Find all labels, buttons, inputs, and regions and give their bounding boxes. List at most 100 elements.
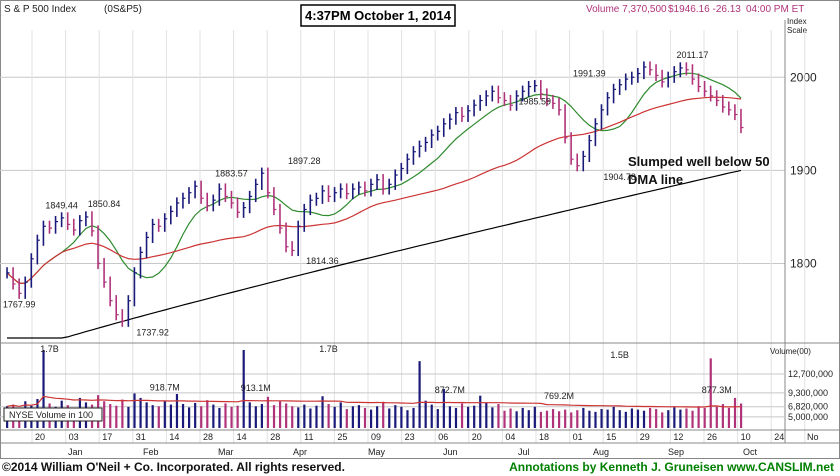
- price-bar: [267, 167, 271, 199]
- volume-legend: NYSE Volume in 100: [9, 410, 93, 420]
- volume-bar: [685, 408, 688, 428]
- x-day-label: 28: [203, 432, 213, 442]
- price-bar: [133, 267, 137, 307]
- price-bar: [509, 94, 513, 111]
- price-bar: [42, 220, 46, 246]
- volume-bar: [454, 407, 458, 428]
- price-bar: [182, 192, 186, 209]
- volume-bar: [485, 402, 488, 428]
- x-day-label: 04: [505, 432, 515, 442]
- volume-bar: [588, 410, 591, 428]
- price-annotation: 1883.57: [215, 169, 248, 179]
- x-day-label: 18: [539, 432, 549, 442]
- x-month-label: May: [368, 447, 386, 457]
- volume-bar: [618, 410, 621, 428]
- volume-tick-label: 9,300,000: [788, 388, 828, 398]
- price-bar: [388, 178, 392, 195]
- price-bar: [412, 146, 416, 165]
- volume-bar: [636, 409, 640, 428]
- price-bar: [394, 169, 398, 190]
- volume-bar: [163, 401, 166, 428]
- price-bar: [461, 107, 465, 122]
- price-bar: [224, 183, 228, 203]
- volume-bar: [400, 406, 403, 428]
- volume-bar: [503, 410, 506, 428]
- x-day-label: 28: [270, 432, 280, 442]
- volume-annotation: 872.7M: [435, 385, 465, 395]
- price-bar: [406, 153, 410, 175]
- x-month-label: Oct: [743, 447, 758, 457]
- volume-bar: [266, 396, 270, 428]
- volume-bar: [727, 407, 731, 428]
- volume-annotation: 913.1M: [241, 383, 271, 393]
- price-bar: [109, 276, 113, 307]
- volume-bar: [479, 395, 482, 428]
- x-day-label: 10: [741, 432, 751, 442]
- price-bar: [60, 212, 65, 228]
- price-bar: [351, 183, 356, 200]
- price-bar: [570, 132, 574, 165]
- price-bar: [376, 174, 380, 190]
- volume-bar: [697, 406, 700, 428]
- price-bar: [279, 203, 283, 234]
- volume-bar: [206, 400, 209, 428]
- price-bar: [345, 183, 350, 200]
- price-bar: [309, 194, 313, 216]
- price-bar: [600, 104, 604, 130]
- volume-bar: [42, 350, 45, 428]
- x-day-label: 12: [673, 432, 683, 442]
- copyright: ©2014 William O'Neil + Co. Incorporated.…: [2, 460, 345, 474]
- price-bar: [540, 80, 544, 100]
- volume-bar: [430, 404, 433, 428]
- x-month-label: Apr: [293, 447, 307, 457]
- price-bar: [691, 64, 695, 85]
- price-bar: [430, 129, 435, 149]
- volume-bar: [497, 404, 500, 428]
- footer: ©2014 William O'Neil + Co. Incorporated.…: [0, 458, 840, 476]
- volume-bar: [709, 358, 712, 428]
- price-bar: [18, 278, 22, 299]
- price-bar: [218, 183, 222, 206]
- volume-bar: [424, 400, 427, 428]
- x-month-label: Aug: [593, 447, 609, 457]
- price-bar: [485, 90, 489, 107]
- x-month-label: Jul: [518, 447, 530, 457]
- x-day-label: 14: [169, 432, 179, 442]
- volume-annotation: 769.2M: [544, 391, 574, 401]
- volume-bar: [351, 406, 354, 428]
- x-day-label: 14: [237, 432, 247, 442]
- price-bar: [630, 71, 635, 85]
- price-bar: [467, 105, 471, 122]
- price-bar: [230, 190, 234, 209]
- price-bar: [473, 99, 477, 117]
- price-bar: [576, 153, 580, 172]
- time-et: 04:00 PM ET: [746, 4, 804, 15]
- index-scale-label-1: Index: [787, 17, 807, 26]
- price-bar: [721, 94, 726, 113]
- volume-readout: Volume 7,370,500: [586, 4, 667, 15]
- x-day-label: 01: [573, 432, 583, 442]
- index-scale-label-2: Scale: [787, 26, 808, 35]
- price-bar: [643, 61, 647, 80]
- volume-tick-label: 5,000,000: [788, 412, 828, 422]
- volume-bar: [127, 406, 130, 428]
- volume-bar: [103, 401, 106, 428]
- volume-bar: [491, 407, 494, 428]
- price-bar: [103, 257, 107, 288]
- volume-bar: [224, 403, 227, 428]
- price-bar: [200, 180, 204, 204]
- volume-bar: [576, 410, 579, 428]
- x-month-label: Mar: [218, 447, 234, 457]
- volume-bar: [169, 404, 173, 428]
- volume-bar: [655, 409, 658, 428]
- price-bar: [606, 92, 611, 116]
- volume-bar: [315, 405, 318, 428]
- volume-bar: [406, 410, 409, 428]
- price-bar: [503, 92, 507, 107]
- price-bar: [85, 211, 89, 227]
- volume-bar: [212, 404, 215, 428]
- price-bar: [479, 94, 483, 111]
- volume-bar: [527, 410, 530, 428]
- volume-average-line: [6, 395, 742, 408]
- price-bar: [436, 125, 441, 141]
